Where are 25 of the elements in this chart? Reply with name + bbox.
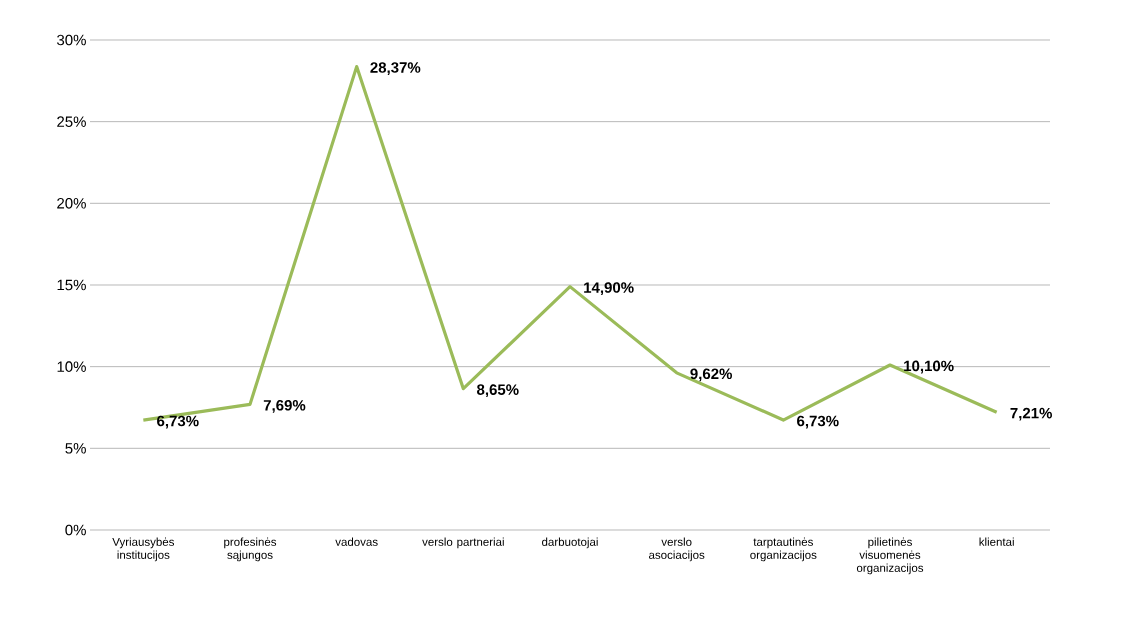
x-tick-label: pilietinės visuomenės organizacijos [856,537,924,575]
x-tick-label: klientai [979,537,1014,546]
x-tick-label: verslo partneriai [422,537,504,549]
x-tick-label: tarptautinės organizacijos [750,537,817,562]
data-label: 10,10% [904,360,954,374]
y-tick-label: 20% [57,198,86,209]
data-label: 6,73% [157,415,199,429]
y-tick-label: 15% [57,279,86,291]
data-label: 7,21% [1010,407,1052,421]
data-label: 7,69% [263,399,306,413]
x-tick-label: verslo asociacijos [649,537,705,562]
y-tick-label: 30% [57,34,86,46]
x-tick-label: profesinės sąjungos [224,537,277,562]
y-tick-label: 10% [57,361,86,372]
y-tick-label: 0% [65,524,86,536]
x-tick-label: darbuotojai [542,537,598,549]
y-tick-label: 25% [57,116,86,127]
x-tick-label: vadovas [335,537,378,546]
data-label: 8,65% [477,384,519,398]
x-tick-label: Vyriausybės institucijos [112,537,175,562]
data-label: 9,62% [690,368,732,382]
data-label: 28,37% [370,62,421,76]
y-tick-label: 5% [65,443,86,454]
data-label: 6,73% [797,415,839,429]
data-label: 14,90% [584,282,634,296]
